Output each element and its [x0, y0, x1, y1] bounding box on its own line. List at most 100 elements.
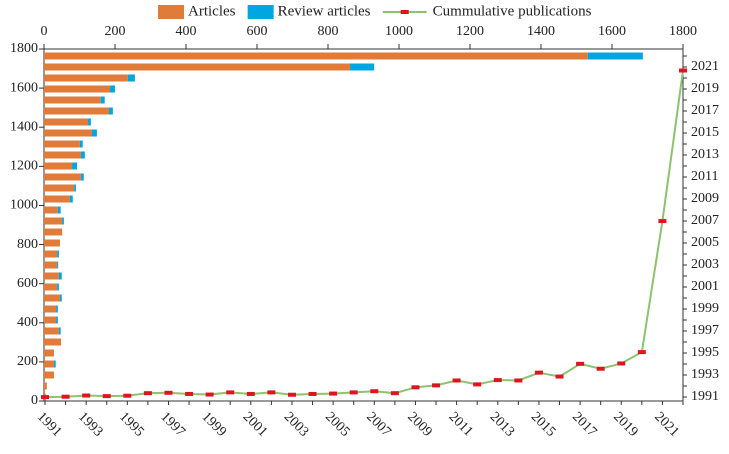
bar — [57, 250, 59, 258]
y2-tick-label: 2017 — [691, 103, 719, 118]
x2-tick-label: 2019 — [610, 409, 640, 439]
bar — [44, 173, 81, 181]
bar — [44, 96, 101, 104]
y2-tick-label: 2009 — [691, 191, 719, 206]
line-marker — [164, 390, 173, 395]
line-marker — [308, 391, 317, 396]
bar — [44, 107, 109, 115]
x-tick-label: 0 — [41, 24, 48, 39]
x2-tick-label: 2021 — [651, 409, 681, 439]
y-tick-label: 400 — [17, 315, 38, 330]
x-tick-label: 400 — [176, 24, 197, 39]
bar — [74, 184, 76, 192]
x2-tick-label: 2001 — [240, 409, 270, 439]
line-marker — [493, 378, 502, 383]
bar — [58, 327, 61, 335]
bar — [127, 74, 135, 82]
bar — [350, 63, 375, 71]
x-tick-label: 1800 — [669, 24, 697, 39]
bar — [44, 206, 58, 214]
x2-tick-label: 1991 — [34, 409, 64, 439]
line-marker — [596, 366, 605, 371]
bar — [44, 305, 57, 313]
line-marker — [267, 390, 276, 395]
line-marker — [143, 391, 152, 396]
bar — [80, 151, 85, 159]
bar — [80, 173, 84, 181]
y-tick-label: 800 — [17, 237, 38, 252]
legend-label: Cummulative publications — [433, 3, 592, 19]
legend-swatch — [158, 5, 184, 19]
line-marker — [576, 361, 585, 366]
legend-label: Review articles — [278, 3, 371, 19]
line-marker — [205, 392, 214, 397]
y2-tick-label: 2015 — [691, 125, 719, 140]
y2-tick-label: 2011 — [691, 169, 718, 184]
y2-tick-label: 2007 — [691, 213, 719, 228]
y-tick-label: 1600 — [10, 80, 38, 95]
y2-tick-label: 2001 — [691, 279, 719, 294]
line-marker — [61, 394, 70, 399]
line-marker — [555, 374, 564, 379]
bar — [44, 283, 58, 291]
bar — [44, 250, 58, 258]
y-tick-label: 0 — [31, 393, 38, 408]
y-tick-label: 1400 — [10, 119, 38, 134]
line-marker — [226, 390, 235, 395]
line-marker — [287, 392, 296, 397]
y-tick-label: 1000 — [10, 198, 38, 213]
x2-tick-label: 2005 — [322, 409, 352, 439]
bar — [587, 52, 643, 60]
line-marker — [411, 385, 420, 390]
x2-tick-label: 1997 — [157, 409, 187, 439]
x2-tick-label: 2013 — [487, 409, 517, 439]
y2-tick-label: 2013 — [691, 147, 719, 162]
line-marker — [82, 393, 91, 398]
line-marker — [370, 389, 379, 394]
bar — [56, 305, 58, 313]
bar — [57, 206, 61, 214]
bar — [62, 217, 64, 225]
y-tick-label: 1800 — [10, 41, 38, 56]
line-marker — [617, 361, 626, 366]
line-marker — [123, 393, 132, 398]
bar — [91, 129, 97, 137]
x2-tick-label: 2007 — [363, 409, 393, 439]
bar — [44, 129, 92, 137]
y2-tick-label: 1997 — [691, 323, 719, 338]
y2-tick-label: 1999 — [691, 301, 719, 316]
x-tick-label: 200 — [105, 24, 126, 39]
bar — [57, 283, 59, 291]
bar — [44, 195, 70, 203]
y2-tick-label: 1995 — [691, 345, 719, 360]
y2-tick-label: 2019 — [691, 81, 719, 96]
bar — [44, 52, 588, 60]
bar — [44, 85, 111, 93]
line-marker — [637, 350, 646, 355]
bar — [44, 294, 60, 302]
line-marker — [349, 390, 358, 395]
legend-marker — [400, 10, 409, 14]
bar — [44, 371, 54, 379]
bar — [100, 96, 105, 104]
bar — [44, 184, 75, 192]
plot-frame — [43, 48, 684, 402]
line-marker — [41, 395, 49, 400]
x-tick-label: 1400 — [527, 24, 555, 39]
bar — [44, 151, 81, 159]
bar — [56, 316, 58, 324]
line-marker — [452, 378, 461, 383]
bar — [79, 140, 83, 148]
y-tick-label: 600 — [17, 276, 38, 291]
bar — [57, 261, 59, 269]
bar — [44, 316, 57, 324]
line-marker — [246, 391, 255, 396]
bar — [44, 382, 47, 390]
bar — [108, 107, 113, 115]
line-marker — [329, 391, 338, 396]
legend-swatch — [247, 5, 274, 19]
bar — [88, 118, 91, 126]
bar — [44, 327, 59, 335]
bar — [44, 338, 62, 346]
